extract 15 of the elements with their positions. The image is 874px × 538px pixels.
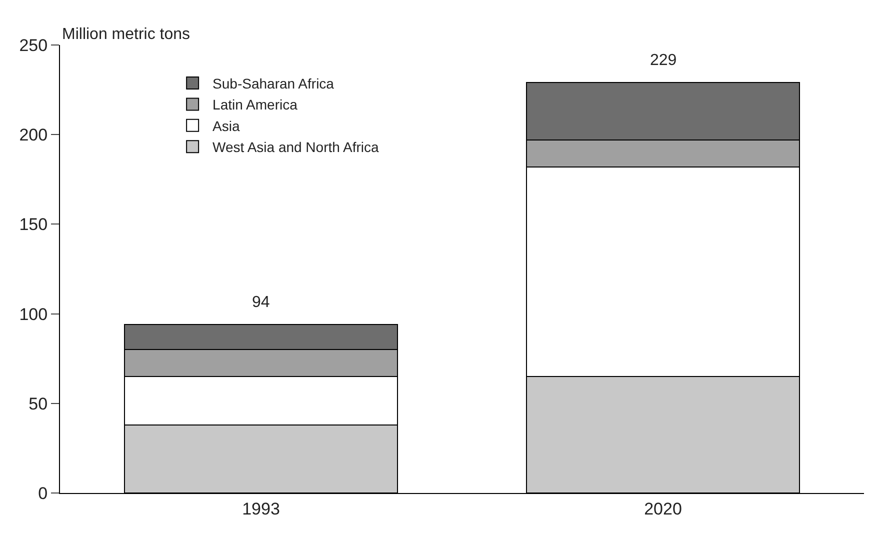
- x-tick-label: 2020: [644, 499, 682, 518]
- y-axis-title: Million metric tons: [62, 26, 190, 43]
- x-tick-label: 1993: [242, 499, 280, 518]
- y-tick-label: 50: [28, 394, 48, 414]
- legend-label: Asia: [212, 118, 240, 134]
- legend-label: Sub-Saharan Africa: [212, 75, 334, 92]
- total-label: 229: [650, 52, 677, 69]
- y-tick-label: 200: [19, 126, 48, 145]
- y-tick-label: 100: [19, 304, 48, 324]
- y-tick-label: 0: [38, 484, 48, 503]
- legend-label: Latin America: [212, 96, 298, 113]
- total-label: 94: [252, 294, 270, 311]
- y-tick-label: 150: [19, 215, 48, 234]
- y-tick-label: 250: [19, 36, 48, 55]
- legend-label: West Asia and North Africa: [212, 139, 380, 156]
